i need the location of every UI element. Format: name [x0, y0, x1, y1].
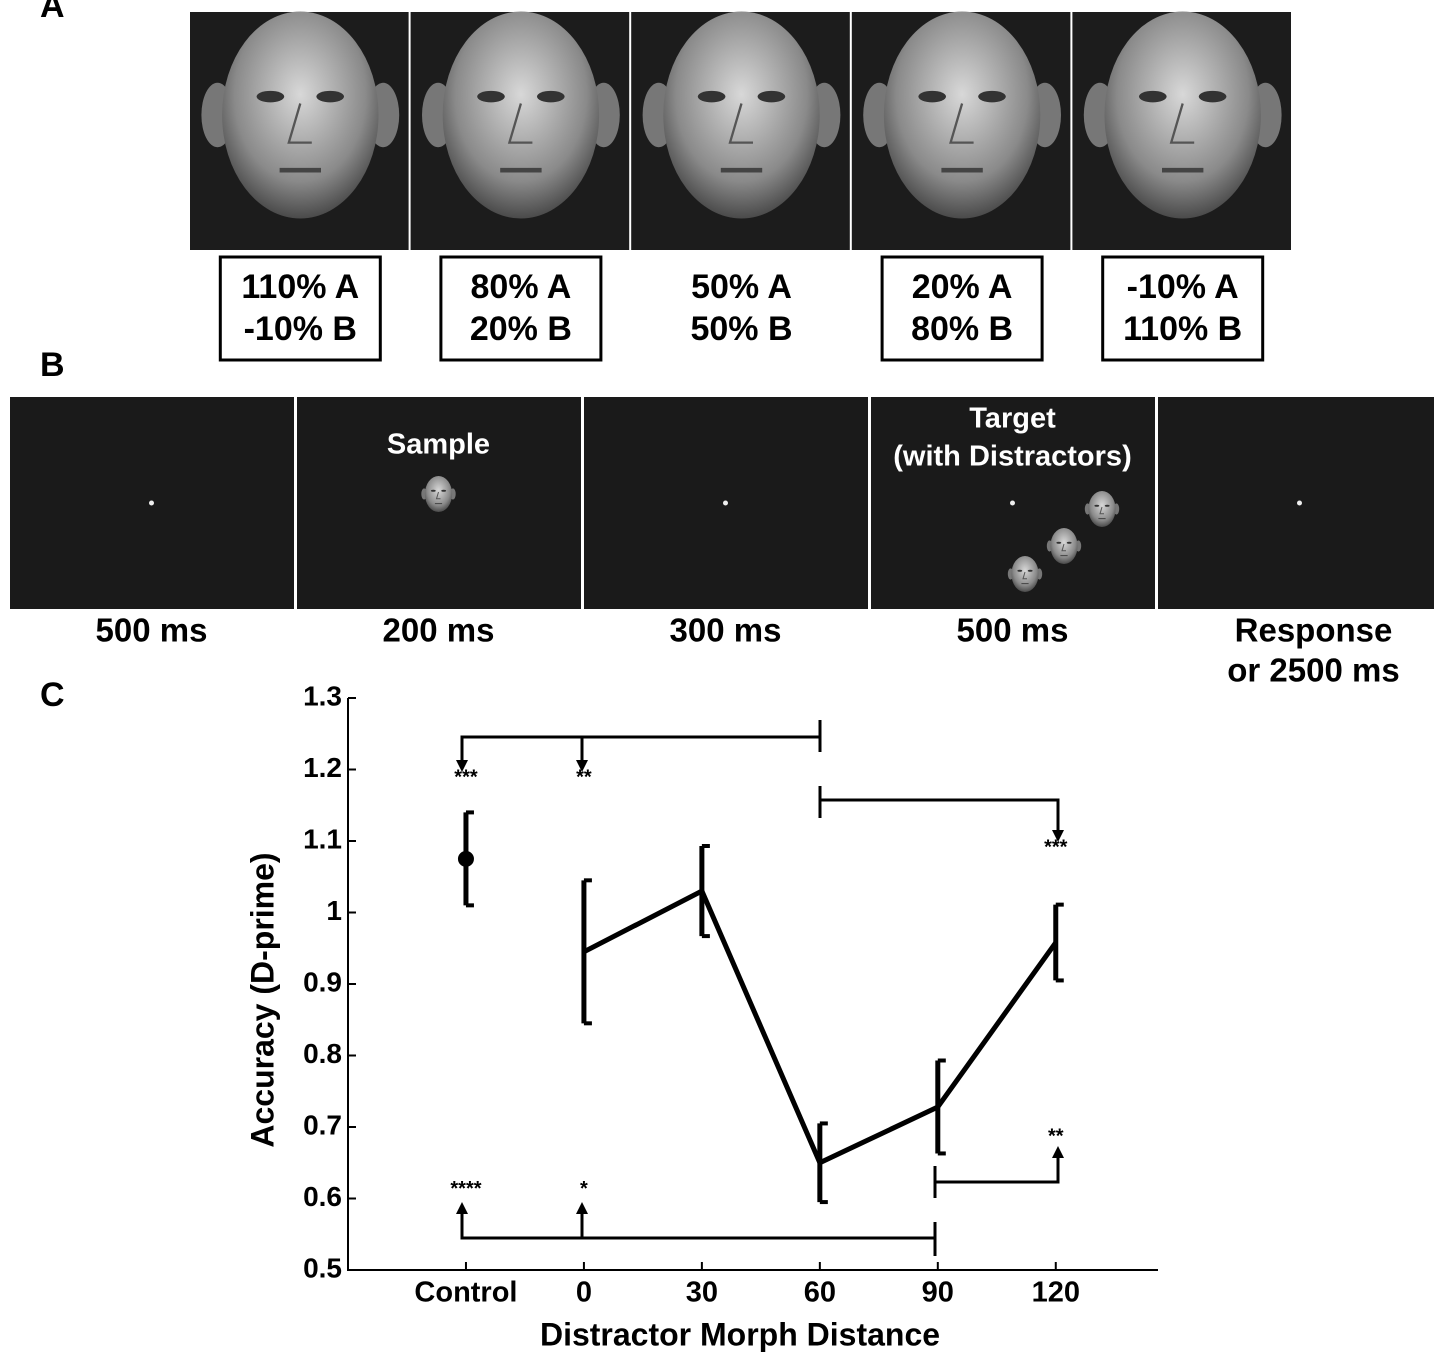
face-eye — [698, 91, 726, 103]
significance-brackets — [456, 720, 1064, 1256]
frame-caption: (with Distractors) — [893, 441, 1131, 473]
panel-c: 0.5 0.6 0.7 0.8 0.9 1 1.1 1.2 1.3 Control 0 30 60 90 1… — [303, 680, 1158, 1308]
control-point — [458, 851, 474, 867]
panel-a: 110% A -10% B 80% A 20% B 50% A 50% B 20% A 80%… — [190, 12, 1291, 361]
face-eye — [1105, 505, 1110, 507]
face-eye — [441, 490, 446, 492]
frame-caption: Sample — [387, 429, 490, 461]
morph-label: 50% B — [690, 310, 792, 348]
y-tick-label: 1.2 — [303, 752, 342, 783]
face-eye — [978, 91, 1006, 103]
frame-caption: Target — [969, 403, 1056, 435]
morph-label: 80% A — [471, 268, 572, 306]
y-tick-label: 0.9 — [303, 966, 342, 997]
trial-frame — [1158, 397, 1434, 609]
face-head — [884, 12, 1040, 219]
face-head — [1050, 528, 1077, 564]
face-head — [222, 12, 378, 219]
face-eye — [1094, 505, 1099, 507]
face-head — [663, 12, 819, 219]
x-tick-label: 120 — [1032, 1277, 1080, 1309]
significance-stars: **** — [450, 1178, 481, 1200]
frame-duration: 200 ms — [383, 612, 495, 649]
fixation-point — [723, 501, 728, 506]
y-tick-label: 0.6 — [303, 1181, 342, 1212]
x-tick-label: 60 — [804, 1277, 836, 1309]
significance-stars: * — [580, 1178, 588, 1200]
face-eye — [1028, 570, 1033, 572]
panel-label: C — [40, 676, 65, 714]
panel-b: 500 ms Sample 200 ms 300 ms Target (with Dist… — [10, 397, 1434, 689]
face-head — [443, 12, 599, 219]
y-tick-label: 0.7 — [303, 1109, 342, 1140]
significance-stars: *** — [454, 766, 478, 788]
frame-duration: Response — [1235, 612, 1393, 649]
morph-label: 80% B — [911, 310, 1013, 348]
x-tick-label: 90 — [922, 1277, 954, 1309]
face-eye — [1139, 91, 1167, 103]
frame-duration: 500 ms — [96, 612, 208, 649]
significance-stars: *** — [1044, 836, 1068, 858]
panel-label: A — [40, 0, 65, 25]
face-head — [425, 476, 452, 512]
error-bar — [702, 846, 710, 936]
face-eye — [918, 91, 946, 103]
face-head — [1105, 12, 1261, 219]
fixation-point — [149, 501, 154, 506]
face-eye — [537, 91, 565, 103]
x-axis-label: Distractor Morph Distance — [540, 1316, 940, 1352]
y-tick-label: 0.5 — [303, 1252, 342, 1283]
morph-label: 110% A — [241, 268, 359, 306]
morph-label: 20% A — [912, 268, 1013, 306]
face-eye — [431, 490, 436, 492]
fixation-point — [1010, 501, 1015, 506]
fixation-point — [1297, 501, 1302, 506]
error-bar — [1056, 905, 1064, 981]
y-tick-label: 1.1 — [303, 823, 342, 854]
morph-label: -10% B — [244, 310, 357, 348]
morph-label: -10% A — [1127, 268, 1239, 306]
face-head — [1088, 491, 1115, 527]
morph-label: 110% B — [1123, 310, 1242, 348]
face-eye — [1199, 91, 1227, 103]
error-bar — [938, 1061, 946, 1154]
face-eye — [477, 91, 505, 103]
face-eye — [1056, 542, 1061, 544]
y-tick-label: 1.3 — [303, 680, 342, 711]
significance-stars: ** — [1048, 1125, 1064, 1147]
significance-stars: ** — [576, 766, 592, 788]
x-tick-label: 30 — [686, 1277, 718, 1309]
morph-label: 50% A — [691, 268, 792, 306]
face-head — [1011, 556, 1038, 592]
y-tick-label: 1 — [326, 895, 342, 926]
y-axis-label: Accuracy (D-prime) — [244, 852, 280, 1147]
face-eye — [316, 91, 344, 103]
panel-label: B — [40, 346, 65, 384]
face-eye — [758, 91, 786, 103]
frame-duration: or 2500 ms — [1227, 652, 1399, 689]
y-tick-label: 0.8 — [303, 1038, 342, 1069]
face-eye — [1067, 542, 1072, 544]
x-tick-label: Control — [414, 1277, 517, 1309]
morph-label: 20% B — [470, 310, 572, 348]
x-tick-label: 0 — [576, 1277, 592, 1309]
face-eye — [1017, 570, 1022, 572]
frame-duration: 500 ms — [957, 612, 1069, 649]
data-line — [584, 891, 1056, 1163]
frame-duration: 300 ms — [670, 612, 782, 649]
face-eye — [257, 91, 285, 103]
